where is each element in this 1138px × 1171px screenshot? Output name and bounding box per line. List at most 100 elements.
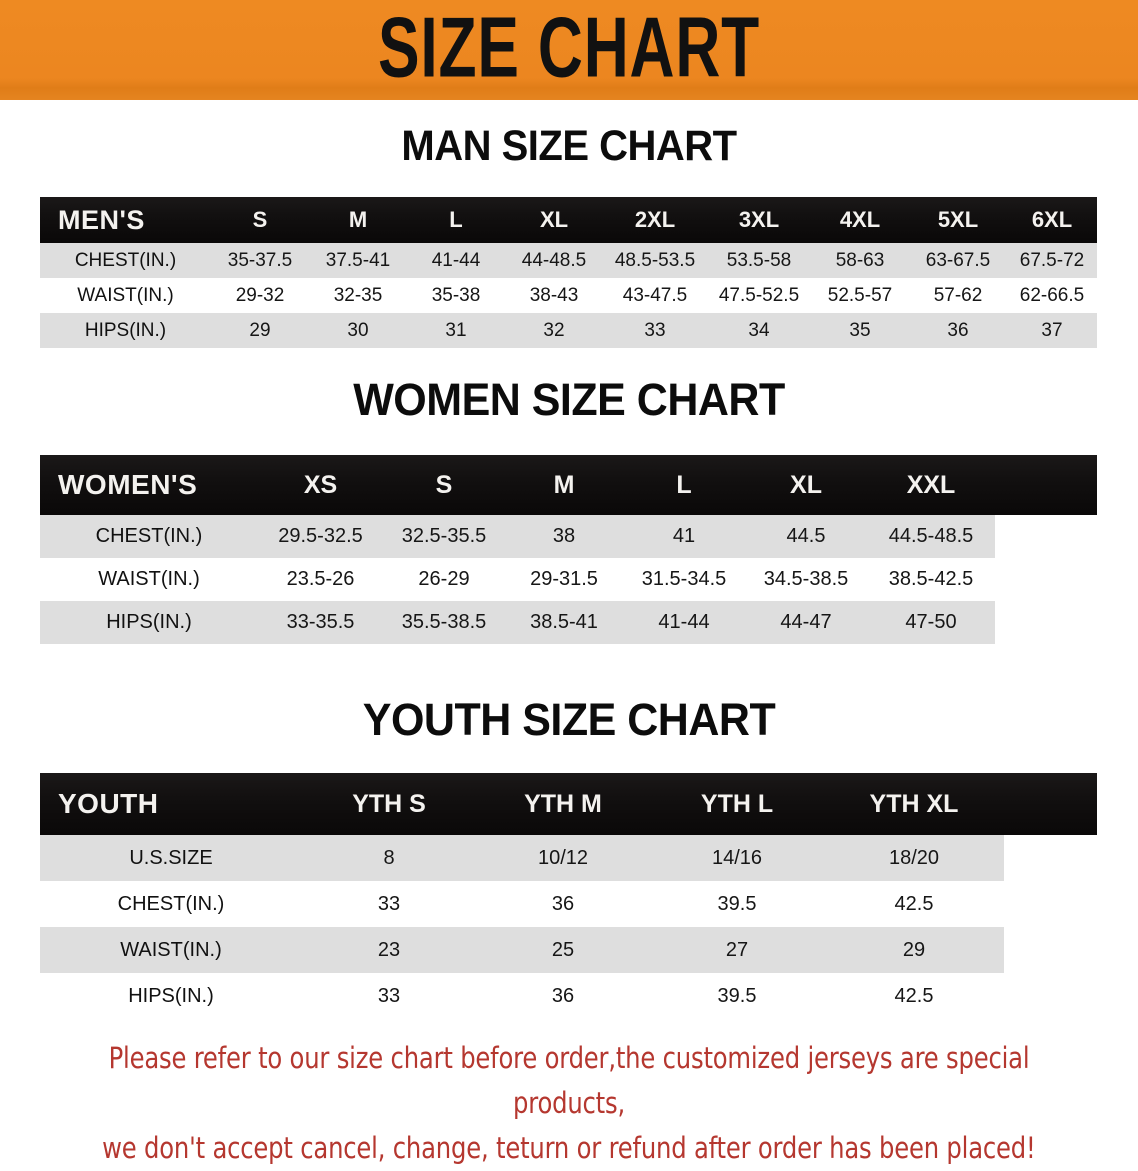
- table-cell: 32: [505, 313, 603, 348]
- men-row-label: WAIST(IN.): [40, 278, 211, 313]
- table-cell: 35.5-38.5: [383, 601, 505, 644]
- youth-row-label: HIPS(IN.): [40, 973, 302, 1019]
- table-row: HIPS(IN.) 33 36 39.5 42.5: [40, 973, 1097, 1019]
- size-chart-banner: SIZE CHART: [0, 0, 1138, 100]
- men-col-header: 6XL: [1031, 207, 1073, 232]
- table-row: HIPS(IN.) 33-35.5 35.5-38.5 38.5-41 41-4…: [40, 601, 1097, 644]
- table-row: U.S.SIZE 8 10/12 14/16 18/20: [40, 835, 1097, 881]
- table-cell: 38: [505, 515, 623, 558]
- women-header-filler: [995, 455, 1097, 515]
- men-corner-label: MEN'S: [58, 204, 145, 235]
- table-cell: 8: [302, 835, 476, 881]
- table-cell: 31: [407, 313, 505, 348]
- table-row: WAIST(IN.) 23 25 27 29: [40, 927, 1097, 973]
- men-col-header: S: [252, 207, 268, 232]
- youth-table-header-row: YOUTH YTH S YTH M YTH L YTH XL: [40, 773, 1097, 835]
- men-col-header: 4XL: [839, 207, 881, 232]
- women-col-header: XS: [303, 470, 338, 499]
- youth-corner-label: YOUTH: [58, 788, 159, 819]
- table-cell: 32.5-35.5: [383, 515, 505, 558]
- men-col-header: L: [449, 207, 463, 232]
- table-cell: 34.5-38.5: [745, 558, 867, 601]
- disclaimer-line-2: we don't accept cancel, change, teturn o…: [102, 1131, 1036, 1165]
- table-cell: 31.5-34.5: [623, 558, 745, 601]
- table-row: WAIST(IN.) 23.5-26 26-29 29-31.5 31.5-34…: [40, 558, 1097, 601]
- table-cell: 34: [707, 313, 811, 348]
- table-cell: 48.5-53.5: [603, 243, 707, 278]
- banner-title-text: SIZE CHART: [377, 0, 761, 96]
- table-cell: 29-31.5: [505, 558, 623, 601]
- table-cell: 10/12: [476, 835, 650, 881]
- table-cell: 14/16: [650, 835, 824, 881]
- table-cell: 38.5-42.5: [867, 558, 995, 601]
- table-cell: 43-47.5: [603, 278, 707, 313]
- women-row-label: HIPS(IN.): [40, 601, 258, 644]
- youth-row-label: CHEST(IN.): [40, 881, 302, 927]
- table-cell: 26-29: [383, 558, 505, 601]
- table-cell: 29: [211, 313, 309, 348]
- table-cell: 30: [309, 313, 407, 348]
- table-cell: 27: [650, 927, 824, 973]
- table-cell: 38-43: [505, 278, 603, 313]
- women-col-header: XL: [790, 470, 822, 499]
- women-row-label: CHEST(IN.): [40, 515, 258, 558]
- men-col-header: XL: [539, 207, 569, 232]
- table-cell: 32-35: [309, 278, 407, 313]
- table-cell: 63-67.5: [909, 243, 1007, 278]
- table-row: HIPS(IN.) 29 30 31 32 33 34 35 36 37: [40, 313, 1097, 348]
- table-cell: 41-44: [623, 601, 745, 644]
- women-row-label: WAIST(IN.): [40, 558, 258, 601]
- table-cell: 35-37.5: [211, 243, 309, 278]
- youth-row-filler: [1004, 973, 1097, 1019]
- women-col-header: XXL: [906, 470, 956, 499]
- table-cell: 39.5: [650, 973, 824, 1019]
- table-cell: 44-47: [745, 601, 867, 644]
- youth-col-header: YTH M: [524, 789, 602, 818]
- women-col-header: L: [676, 470, 692, 499]
- table-cell: 42.5: [824, 881, 1004, 927]
- table-cell: 18/20: [824, 835, 1004, 881]
- table-cell: 37: [1007, 313, 1097, 348]
- youth-size-table: YOUTH YTH S YTH M YTH L YTH XL U.S.SIZE …: [40, 773, 1097, 1019]
- table-cell: 67.5-72: [1007, 243, 1097, 278]
- table-cell: 36: [476, 973, 650, 1019]
- table-cell: 35-38: [407, 278, 505, 313]
- women-col-header: M: [553, 470, 575, 499]
- table-cell: 47-50: [867, 601, 995, 644]
- men-col-header: 3XL: [738, 207, 780, 232]
- women-section-title: WOMEN SIZE CHART: [353, 374, 785, 426]
- youth-header-filler: [1004, 773, 1097, 835]
- youth-row-filler: [1004, 881, 1097, 927]
- women-row-filler: [995, 515, 1097, 558]
- table-cell: 36: [909, 313, 1007, 348]
- table-cell: 62-66.5: [1007, 278, 1097, 313]
- table-cell: 29-32: [211, 278, 309, 313]
- women-row-filler: [995, 601, 1097, 644]
- youth-row-filler: [1004, 927, 1097, 973]
- table-cell: 53.5-58: [707, 243, 811, 278]
- table-cell: 47.5-52.5: [707, 278, 811, 313]
- table-row: WAIST(IN.) 29-32 32-35 35-38 38-43 43-47…: [40, 278, 1097, 313]
- women-col-header: S: [435, 470, 453, 499]
- table-cell: 44-48.5: [505, 243, 603, 278]
- youth-row-label: WAIST(IN.): [40, 927, 302, 973]
- banner-title: SIZE CHART: [0, 5, 1138, 90]
- table-cell: 58-63: [811, 243, 909, 278]
- youth-col-header: YTH S: [352, 789, 426, 818]
- table-cell: 35: [811, 313, 909, 348]
- men-size-table: MEN'S S M L XL 2XL 3XL 4XL 5XL 6XL CHEST…: [40, 197, 1097, 348]
- table-cell: 33: [302, 973, 476, 1019]
- table-row: CHEST(IN.) 33 36 39.5 42.5: [40, 881, 1097, 927]
- table-cell: 44.5: [745, 515, 867, 558]
- disclaimer-text: Please refer to our size chart before or…: [0, 1036, 1138, 1171]
- table-cell: 41: [623, 515, 745, 558]
- women-row-filler: [995, 558, 1097, 601]
- disclaimer-line-1: Please refer to our size chart before or…: [108, 1041, 1030, 1120]
- table-cell: 23: [302, 927, 476, 973]
- men-col-header: 5XL: [937, 207, 979, 232]
- table-cell: 33: [302, 881, 476, 927]
- men-col-header: 2XL: [634, 207, 676, 232]
- women-table-header-row: WOMEN'S XS S M L XL XXL: [40, 455, 1097, 515]
- table-cell: 38.5-41: [505, 601, 623, 644]
- table-cell: 25: [476, 927, 650, 973]
